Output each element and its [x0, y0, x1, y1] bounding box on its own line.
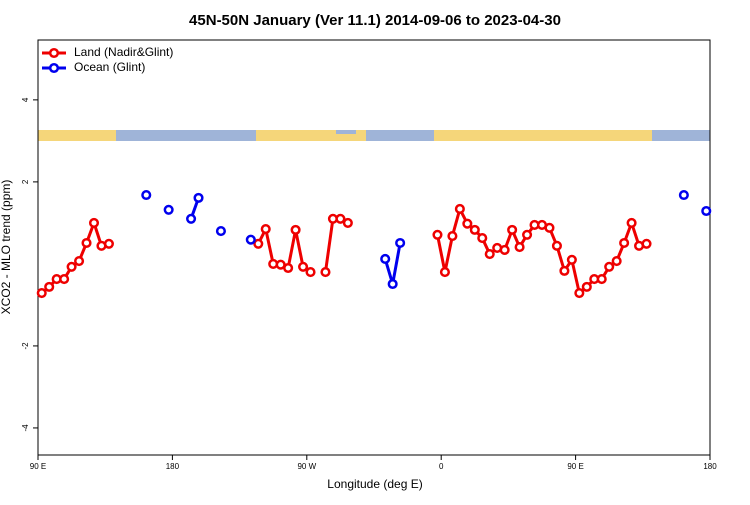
data-point: [74, 255, 85, 267]
data-point: [432, 229, 443, 240]
data-point: [507, 224, 518, 235]
data-point: [551, 240, 562, 251]
ocean-band: [336, 130, 356, 134]
data-point: [581, 281, 592, 292]
data-point: [574, 287, 585, 299]
land-band: [434, 130, 652, 141]
legend-label: Land (Nadir&Glint): [74, 45, 173, 59]
data-point: [283, 262, 294, 274]
data-point: [260, 223, 271, 235]
data-point: [604, 261, 615, 272]
data-point: [641, 238, 652, 249]
data-point: [469, 224, 480, 235]
data-point: [290, 224, 301, 235]
data-point: [477, 233, 488, 244]
data-point: [499, 244, 510, 256]
series-line: [323, 217, 349, 273]
data-point: [626, 217, 637, 228]
x-tick-label: 180: [703, 462, 717, 471]
data-point: [215, 226, 226, 237]
data-point: [66, 261, 77, 272]
data-point: [305, 267, 316, 278]
x-tick-label: 90 E: [30, 462, 46, 471]
x-tick-label: 0: [439, 462, 444, 471]
data-point: [88, 217, 100, 228]
y-tick-label: -2: [21, 342, 30, 350]
legend-marker: [48, 47, 60, 59]
plot-frame: [37, 39, 711, 456]
x-tick-label: 90 W: [297, 462, 316, 471]
data-point: [678, 189, 689, 201]
data-point: [81, 237, 92, 249]
data-point: [36, 287, 47, 299]
data-point: [253, 238, 264, 249]
y-tick-label: 2: [21, 179, 30, 184]
y-axis-label: XCO2 - MLO trend (ppm): [0, 180, 13, 315]
data-point: [522, 229, 533, 240]
data-point: [186, 213, 197, 224]
x-tick-label: 180: [166, 462, 180, 471]
data-point: [566, 254, 577, 265]
data-point: [298, 261, 309, 272]
data-point: [141, 189, 152, 201]
data-point: [342, 217, 353, 228]
land-band: [38, 130, 116, 141]
data-point: [447, 230, 458, 242]
data-point: [387, 278, 398, 290]
data-point: [454, 203, 465, 215]
y-tick-label: -4: [21, 424, 30, 432]
data-point: [320, 267, 331, 278]
data-point: [439, 267, 450, 278]
data-point: [619, 237, 630, 249]
data-point: [380, 253, 391, 265]
land-band: [256, 130, 366, 141]
x-axis-label: Longitude (deg E): [327, 477, 422, 491]
data-point: [484, 249, 495, 260]
data-point: [701, 205, 712, 217]
data-point: [395, 237, 406, 249]
data-point: [596, 274, 607, 285]
data-point: [611, 255, 622, 267]
y-tick-label: 4: [21, 97, 30, 102]
data-point: [59, 274, 70, 285]
data-point: [44, 281, 55, 292]
data-point: [103, 238, 114, 249]
data-point: [514, 242, 525, 253]
chart-title: 45N-50N January (Ver 11.1) 2014-09-06 to…: [189, 12, 561, 29]
data-point: [544, 222, 555, 233]
map-strip: [38, 130, 710, 141]
data-point: [193, 192, 204, 203]
data-point: [462, 218, 473, 229]
data-point: [559, 265, 570, 276]
x-tick-label: 90 E: [567, 462, 583, 471]
legend-label: Ocean (Glint): [74, 60, 145, 74]
ocean-band: [38, 130, 710, 141]
data-point: [163, 204, 174, 215]
data-point: [245, 234, 256, 245]
data-point: [335, 213, 346, 224]
legend-marker: [48, 62, 60, 74]
